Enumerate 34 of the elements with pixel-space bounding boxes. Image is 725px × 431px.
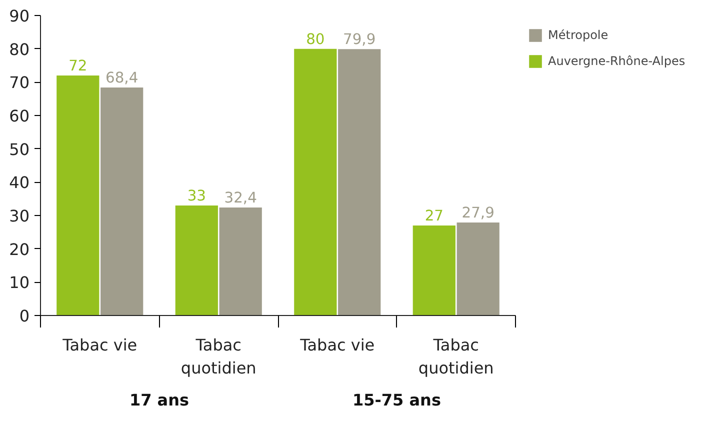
bar — [175, 206, 218, 316]
bar — [56, 76, 100, 316]
y-tick-label: 80 — [9, 40, 30, 59]
x-tick-label: Tabac quotidien — [180, 336, 256, 378]
y-tick-label: 30 — [9, 206, 30, 226]
text: 15-75 ans — [352, 390, 441, 410]
data-label: 68,4 — [106, 70, 138, 86]
data-label: 33 — [187, 188, 206, 204]
y-tick-label: 70 — [9, 73, 30, 92]
data-label: 32,4 — [224, 190, 257, 206]
bar — [338, 49, 381, 316]
y-tick-label: 10 — [9, 273, 30, 292]
bar — [456, 222, 500, 316]
legend-label: Auvergne-Rhône-Alpes — [548, 54, 686, 68]
x-tick-label: Tabac vie — [62, 336, 138, 354]
bar — [294, 48, 337, 316]
text: 17 ans — [129, 390, 190, 410]
bar — [219, 208, 262, 316]
data-label: 80 — [306, 30, 325, 48]
x-tick-label: Tabac quotidien — [418, 336, 494, 378]
y-tick-label: 50 — [9, 140, 30, 159]
y-tick-label: 0 — [19, 306, 30, 326]
data-label: 79,9 — [343, 31, 376, 48]
data-label: 72 — [68, 58, 88, 74]
bar — [412, 226, 456, 316]
x-tick-label: Tabac vie — [299, 336, 375, 354]
y-tick-label: 90 — [9, 6, 30, 26]
data-label: 27 — [424, 208, 444, 224]
legend-label: Métropole — [548, 28, 608, 42]
y-tick-label: 40 — [9, 173, 30, 192]
data-label: 27,9 — [462, 204, 494, 222]
bar — [100, 88, 144, 316]
y-tick-label: 60 — [9, 106, 30, 126]
y-tick-label: 20 — [9, 240, 30, 259]
